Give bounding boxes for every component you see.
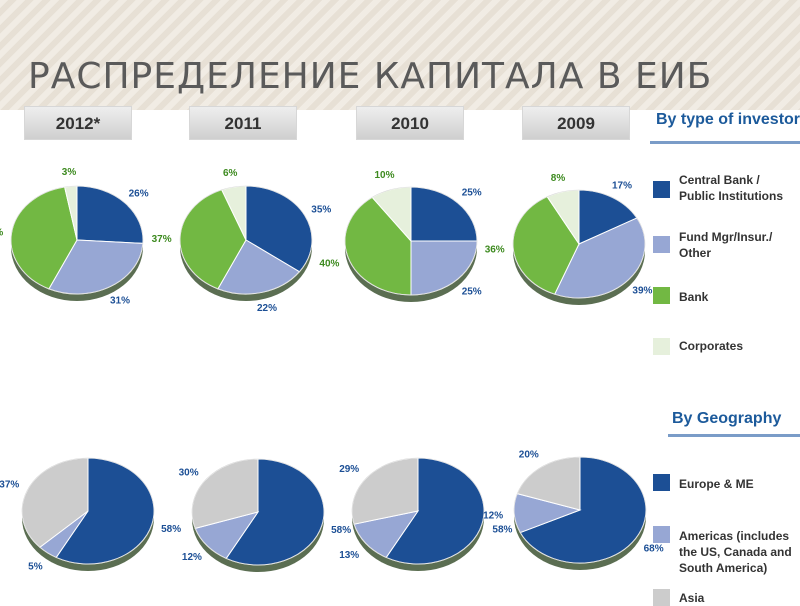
legend-geography-divider	[668, 434, 800, 437]
pie-rim	[21, 457, 155, 565]
page-title: РАСПРЕДЕЛЕНИЕ КАПИТАЛА В ЕИБ	[28, 56, 713, 97]
pie-rim	[344, 186, 478, 296]
legend-label-europe: Europe & ME	[679, 477, 754, 491]
pie-label-0: 25%	[462, 187, 482, 198]
pie-rim	[351, 457, 485, 565]
pie-label-0: 58%	[492, 524, 512, 535]
legend-investor-heading: By type of investors	[656, 111, 800, 128]
legend-label-fund-mgr: Fund Mgr/Insur./ Other	[679, 230, 773, 260]
pie-label-3: 8%	[551, 173, 566, 184]
pie-label-3: 3%	[62, 167, 77, 178]
pie-label-0: 26%	[129, 189, 149, 200]
pie-label-1: 39%	[632, 286, 652, 297]
legend-swatch-asia	[653, 589, 670, 606]
pie-rim	[513, 456, 647, 564]
pie-rim	[191, 458, 325, 566]
legend-label-central-bank: Central Bank / Public Institutions	[679, 173, 783, 203]
legend-swatch-central-bank	[653, 181, 670, 198]
pie-label-2: 40%	[0, 227, 3, 238]
pie-label-2: 30%	[179, 468, 199, 479]
pie-label-0: 58%	[161, 524, 181, 535]
pie-label-1: 5%	[28, 561, 43, 572]
pie-investor-2012: 26% 31% 40% 3%	[0, 167, 149, 306]
legend-investor-divider	[650, 141, 800, 144]
pie-label-1: 22%	[257, 303, 277, 314]
legend-label-bank: Bank	[679, 290, 709, 304]
legend-swatch-bank	[653, 287, 670, 304]
header-band	[0, 0, 800, 110]
legend-swatch-americas	[653, 526, 670, 543]
legend-swatch-europe	[653, 474, 670, 491]
pie-rim	[179, 185, 313, 295]
legend-swatch-corporates	[653, 338, 670, 355]
legend-geography-heading: By Geography	[672, 410, 782, 427]
pie-label-2: 36%	[485, 244, 505, 255]
pie-label-2: 20%	[519, 449, 539, 460]
year-tab-2012: 2012*	[24, 106, 132, 140]
year-tab-2009: 2009	[522, 106, 630, 140]
pie-rim	[512, 189, 646, 299]
pie-label-1: 25%	[462, 287, 482, 298]
pie-label-0: 35%	[311, 205, 331, 216]
year-tab-2011: 2011	[189, 106, 297, 140]
pie-rim	[10, 185, 144, 295]
pie-investor-2011: 35% 22% 37% 6%	[152, 168, 332, 314]
pie-label-2: 29%	[339, 464, 359, 475]
pie-label-2: 40%	[319, 259, 339, 270]
pie-label-1: 13%	[339, 550, 359, 561]
pie-label-1: 12%	[483, 510, 503, 521]
legend-label-americas: Americas (includes the US, Canada and So…	[679, 529, 792, 575]
year-tab-2010: 2010	[356, 106, 464, 140]
pie-label-0: 58%	[331, 525, 351, 536]
pie-label-0: 68%	[644, 544, 664, 555]
pie-label-3: 10%	[374, 170, 394, 181]
legend-label-asia: Asia	[679, 591, 705, 604]
pie-label-0: 17%	[612, 181, 632, 192]
pie-label-3: 6%	[223, 168, 238, 179]
pie-geo-2009: 68% 12% 20%	[483, 449, 664, 570]
pie-label-2: 37%	[0, 480, 19, 491]
pie-geo-2012: 58% 5% 37%	[0, 457, 181, 572]
pie-geo-2010: 58% 13% 29%	[339, 457, 513, 571]
pie-label-1: 31%	[110, 296, 130, 307]
pie-investor-2009: 17% 39% 36% 8%	[485, 173, 653, 305]
pie-investor-2010: 25% 25% 40% 10%	[319, 170, 482, 302]
legend-swatch-fund-mgr	[653, 236, 670, 253]
pie-geo-2011: 58% 12% 30%	[179, 458, 351, 572]
pie-label-2: 37%	[152, 234, 172, 245]
legend-label-corporates: Corporates	[679, 339, 744, 353]
pie-label-1: 12%	[182, 552, 202, 563]
